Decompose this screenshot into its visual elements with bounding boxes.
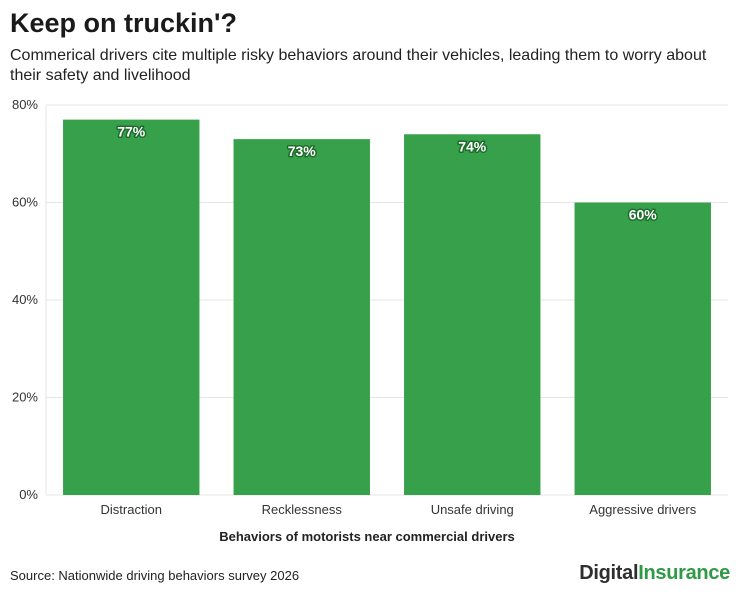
data-label-halo: 73% bbox=[288, 143, 317, 159]
brand-logo-part2: Insurance bbox=[638, 562, 730, 584]
y-tick-label: 40% bbox=[12, 292, 38, 307]
y-tick-label: 80% bbox=[12, 97, 38, 112]
brand-logo: DigitalInsurance bbox=[579, 562, 730, 585]
data-label-halo: 74% bbox=[458, 138, 487, 154]
chart-title: Keep on truckin'? bbox=[10, 8, 237, 38]
data-label: 60% bbox=[629, 207, 658, 223]
source-note: Source: Nationwide driving behaviors sur… bbox=[10, 568, 300, 583]
x-tick-label: Aggressive drivers bbox=[589, 502, 696, 517]
data-label-halo: 60% bbox=[629, 207, 658, 223]
bar bbox=[404, 134, 541, 495]
data-label-halo: 77% bbox=[117, 124, 146, 140]
bar-chart: 0%20%40%60%80%77%77%Distraction73%73%Rec… bbox=[12, 97, 728, 544]
y-tick-label: 0% bbox=[19, 487, 38, 502]
x-axis-title: Behaviors of motorists near commercial d… bbox=[219, 529, 515, 544]
chart-subtitle: Commerical drivers cite multiple risky b… bbox=[10, 47, 707, 84]
bar bbox=[233, 139, 370, 495]
y-tick-label: 20% bbox=[12, 390, 38, 405]
x-tick-label: Unsafe driving bbox=[431, 502, 514, 517]
x-tick-label: Recklessness bbox=[262, 502, 343, 517]
data-label: 77% bbox=[117, 124, 146, 140]
data-label: 74% bbox=[458, 138, 487, 154]
bar bbox=[63, 119, 200, 495]
brand-logo-part1: Digital bbox=[579, 562, 639, 584]
data-label: 73% bbox=[288, 143, 317, 159]
y-tick-label: 60% bbox=[12, 195, 38, 210]
bar bbox=[574, 202, 711, 495]
x-tick-label: Distraction bbox=[101, 502, 162, 517]
